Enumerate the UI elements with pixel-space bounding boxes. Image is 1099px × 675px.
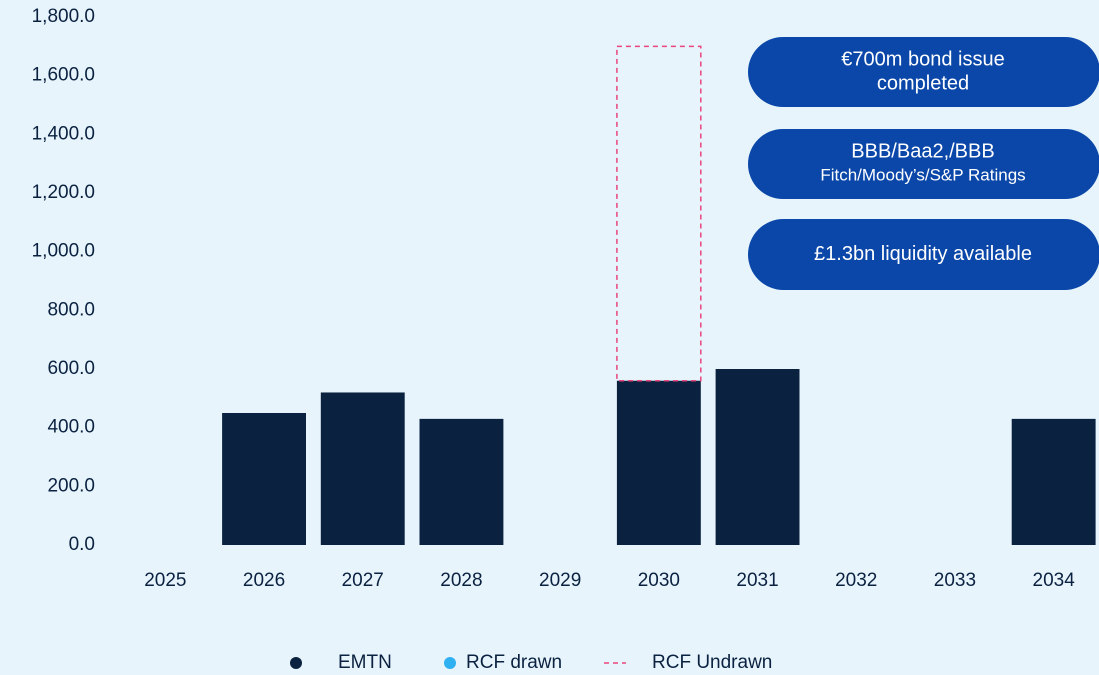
bar bbox=[715, 369, 800, 545]
annotation-box bbox=[748, 37, 1099, 107]
legend-label: RCF Undrawn bbox=[652, 652, 772, 673]
bar bbox=[616, 45, 702, 382]
annotation-text: Fitch/Moody’s/S&P Ratings bbox=[820, 165, 1025, 184]
y-tick-label: 1,200.0 bbox=[32, 182, 95, 203]
bar bbox=[616, 380, 701, 545]
annotation-box bbox=[748, 219, 1099, 290]
y-tick-label: 200.0 bbox=[47, 475, 95, 496]
y-tick-label: 0.0 bbox=[69, 534, 95, 555]
y-tick-label: 600.0 bbox=[47, 358, 95, 379]
y-tick-label: 400.0 bbox=[47, 417, 95, 438]
x-tick-label: 2030 bbox=[638, 570, 680, 591]
y-tick-label: 1,000.0 bbox=[32, 241, 95, 262]
bar bbox=[320, 392, 405, 545]
y-tick-label: 1,400.0 bbox=[32, 123, 95, 144]
annotation-text: BBB/Baa2,/BBB bbox=[851, 140, 994, 162]
annotation-box bbox=[748, 129, 1099, 199]
legend-label: RCF drawn bbox=[466, 652, 562, 673]
legend-marker bbox=[290, 657, 302, 669]
y-tick-label: 1,800.0 bbox=[32, 6, 95, 27]
bar bbox=[1011, 418, 1096, 545]
x-tick-label: 2034 bbox=[1033, 570, 1076, 591]
x-tick-label: 2033 bbox=[934, 570, 976, 591]
y-tick-label: 800.0 bbox=[47, 299, 95, 320]
bar bbox=[222, 413, 306, 545]
annotation-text: £1.3bn liquidity available bbox=[814, 243, 1032, 265]
legend-marker bbox=[444, 657, 456, 669]
x-tick-label: 2026 bbox=[243, 570, 285, 591]
x-tick-label: 2032 bbox=[835, 570, 877, 591]
x-tick-label: 2029 bbox=[539, 570, 581, 591]
x-tick-label: 2031 bbox=[736, 570, 778, 591]
x-tick-label: 2025 bbox=[144, 570, 186, 591]
x-tick-label: 2027 bbox=[342, 570, 384, 591]
bar bbox=[419, 418, 504, 545]
x-tick-label: 2028 bbox=[440, 570, 482, 591]
annotation-text: completed bbox=[877, 72, 969, 94]
legend-label: EMTN bbox=[338, 652, 392, 673]
y-tick-label: 1,600.0 bbox=[32, 65, 95, 86]
annotation-text: €700m bond issue bbox=[841, 48, 1004, 70]
